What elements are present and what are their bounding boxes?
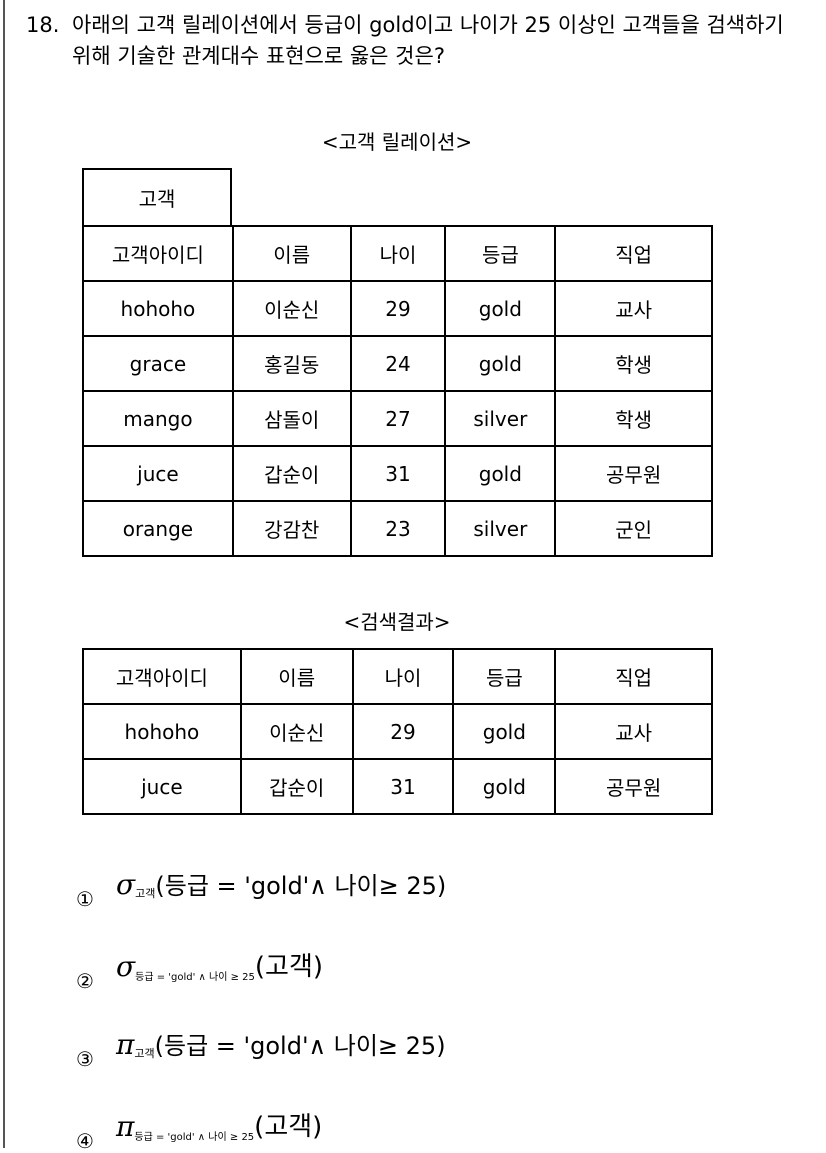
- operator-symbol: π: [116, 1028, 135, 1061]
- table-row: hohoho 이순신 29 gold 교사: [82, 703, 713, 760]
- table-cell: 29: [349, 280, 447, 337]
- table-cell: 학생: [554, 335, 713, 392]
- search-result-table: 고객아이디 이름 나이 등급 직업 hohoho 이순신 29 gold 교사 juce 갑순이 31 g…: [82, 648, 713, 815]
- question-text: 아래의 고객 릴레이션에서 등급이 gold이고 나이가 25 이상인 고객들을…: [72, 13, 784, 68]
- table-row: grace 홍길동 24 gold 학생: [82, 335, 713, 392]
- operator-subscript: 고객: [134, 1047, 155, 1060]
- table-cell: mango: [82, 390, 234, 447]
- option-marker: ④: [76, 1129, 94, 1153]
- table-cell: silver: [444, 500, 557, 557]
- table-cell: 홍길동: [231, 335, 352, 392]
- table-cell: 교사: [554, 280, 713, 337]
- table-cell: 이순신: [239, 703, 354, 760]
- option-marker: ③: [76, 1047, 94, 1071]
- operator-subscript: 등급 = 'gold' ∧ 나이 ≥ 25: [134, 1132, 255, 1143]
- table-row: hohoho 이순신 29 gold 교사: [82, 280, 713, 337]
- table-row: juce 갑순이 31 gold 공무원: [82, 445, 713, 502]
- table-cell: gold: [444, 445, 557, 502]
- option-marker: ②: [76, 969, 94, 993]
- table-cell: orange: [82, 500, 234, 557]
- table-cell: 24: [349, 335, 447, 392]
- option-expression: (고객): [254, 1112, 323, 1142]
- table-cell: 갑순이: [239, 758, 354, 815]
- header-row: 고객아이디 이름 나이 등급 직업: [82, 648, 713, 705]
- table-cell: 29: [351, 703, 455, 760]
- option-4[interactable]: ④ π 등급 = 'gold' ∧ 나이 ≥ 25 (고객): [76, 1106, 323, 1153]
- table-cell: 31: [351, 758, 455, 815]
- option-marker: ①: [76, 887, 94, 911]
- relation-caption: <고객 릴레이션>: [321, 130, 473, 154]
- table-cell: 고객아이디: [82, 225, 234, 282]
- question-number: 18.: [26, 13, 60, 37]
- option-expression: (고객): [254, 952, 324, 982]
- table-cell: 등급: [452, 648, 557, 705]
- table-cell: hohoho: [82, 703, 242, 760]
- table-row: orange 강감찬 23 silver 군인: [82, 500, 713, 557]
- table-cell: 이름: [239, 648, 354, 705]
- operator-symbol: σ: [116, 868, 136, 901]
- header-row: 고객아이디 이름 나이 등급 직업: [82, 225, 713, 282]
- table-cell: gold: [444, 335, 557, 392]
- operator-symbol: π: [116, 1110, 135, 1143]
- table-cell: 직업: [554, 648, 713, 705]
- operator-symbol: σ: [116, 950, 136, 983]
- table-cell: 27: [349, 390, 447, 447]
- table-cell: 삼돌이: [231, 390, 352, 447]
- table-cell: 나이: [349, 225, 447, 282]
- table-cell: 갑순이: [231, 445, 352, 502]
- table-cell: gold: [444, 280, 557, 337]
- option-3[interactable]: ③ π 고객 (등급 = 'gold'∧ 나이≥ 25): [76, 1026, 446, 1071]
- table-cell: gold: [452, 758, 557, 815]
- table-cell: 등급: [444, 225, 557, 282]
- table-cell: 교사: [554, 703, 713, 760]
- table-cell: juce: [82, 758, 242, 815]
- table-cell: juce: [82, 445, 234, 502]
- table-cell: 23: [349, 500, 447, 557]
- customer-relation-table: 고객아이디 이름 나이 등급 직업 hohoho 이순신 29 gold 교사 grace 홍길동 24…: [82, 225, 713, 557]
- result-caption: <검색결과>: [343, 610, 451, 634]
- table-cell: 이순신: [231, 280, 352, 337]
- table-cell: 강감찬: [231, 500, 352, 557]
- table-cell: 나이: [351, 648, 455, 705]
- table-cell: 학생: [554, 390, 713, 447]
- table-cell: 군인: [554, 500, 713, 557]
- operator-subscript: 고객: [135, 887, 156, 900]
- option-expression: (등급 = 'gold'∧ 나이≥ 25): [154, 1032, 446, 1060]
- option-2[interactable]: ② σ 등급 = 'gold' ∧ 나이 ≥ 25 (고객): [76, 946, 324, 993]
- table-cell: silver: [444, 390, 557, 447]
- table-cell: 공무원: [554, 758, 713, 815]
- option-1[interactable]: ① σ 고객 (등급 = 'gold'∧ 나이≥ 25): [76, 866, 447, 911]
- table-cell: 직업: [554, 225, 713, 282]
- relation-name: 고객: [82, 168, 232, 225]
- page-border: [3, 0, 5, 1148]
- table-row: mango 삼돌이 27 silver 학생: [82, 390, 713, 447]
- option-expression: (등급 = 'gold'∧ 나이≥ 25): [155, 872, 447, 900]
- table-cell: 31: [349, 445, 447, 502]
- table-cell: 이름: [231, 225, 352, 282]
- table-cell: hohoho: [82, 280, 234, 337]
- table-cell: 고객아이디: [82, 648, 242, 705]
- table-cell: grace: [82, 335, 234, 392]
- operator-subscript: 등급 = 'gold' ∧ 나이 ≥ 25: [135, 972, 255, 983]
- table-cell: gold: [452, 703, 557, 760]
- table-cell: 공무원: [554, 445, 713, 502]
- table-row: juce 갑순이 31 gold 공무원: [82, 758, 713, 815]
